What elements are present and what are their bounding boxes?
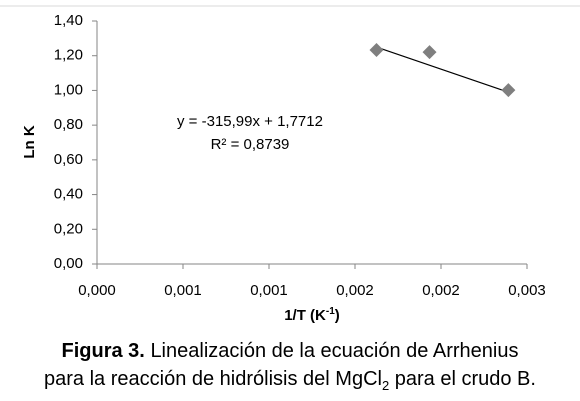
y-axis-title: Ln K: [21, 125, 38, 158]
trendline: [376, 46, 509, 93]
point: [501, 83, 516, 98]
caption-text: para el crudo B.: [394, 368, 536, 390]
x-tick-label: 0,001: [250, 282, 288, 299]
x-tick-label: 0,003: [508, 282, 546, 299]
x-axis-title-sup: -1: [326, 306, 335, 317]
y-tick-label: 1,20: [54, 47, 83, 64]
x-tick-label: 0,002: [422, 282, 460, 299]
point: [369, 42, 384, 57]
x-axis-title-end: ): [335, 307, 340, 324]
caption-text: para la reacción de hidrólisis del MgCl: [44, 368, 382, 390]
caption-sub: 2: [381, 378, 390, 393]
y-tick-label: 0,20: [54, 220, 83, 237]
x-tick-label: 0,002: [336, 282, 374, 299]
y-tick-label: 1,00: [54, 81, 83, 98]
caption-line: para la reacción de hidrólisis del MgCl2…: [0, 368, 580, 393]
y-tick-label: 0,40: [54, 186, 83, 203]
x-axis-title-main: 1/T (K: [284, 307, 326, 324]
caption-label: Figura 3.: [61, 340, 145, 362]
caption-line: Figura 3. Linealización de la ecuación d…: [0, 340, 580, 363]
x-tick-label: 0,001: [164, 282, 202, 299]
x-axis-title: 1/T (K-1): [284, 306, 340, 324]
x-tick-label: 0,000: [78, 282, 116, 299]
y-tick-label: 1,40: [54, 12, 83, 29]
y-tick-label: 0,00: [54, 255, 83, 272]
caption-text: Linealización de la ecuación de Arrheniu…: [150, 340, 519, 362]
equation: y = -315,99x + 1,7712: [177, 113, 323, 130]
y-tick-label: 0,60: [54, 151, 83, 168]
point: [422, 45, 437, 60]
y-tick-label: 0,80: [54, 116, 83, 133]
chart: y = -315,99x + 1,7712 R² = 0,8739 Ln K 1…: [0, 5, 580, 324]
r-squared: R² = 0,8739: [211, 136, 290, 153]
